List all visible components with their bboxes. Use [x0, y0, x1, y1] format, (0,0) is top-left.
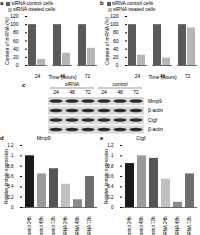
- svg-text:72: 72: [85, 73, 91, 79]
- svg-text:72: 72: [85, 89, 91, 95]
- svg-text:siRNA 72h: siRNA 72h: [187, 216, 192, 235]
- svg-text:72: 72: [133, 89, 139, 95]
- svg-text:Relative protein expression: Relative protein expression: [4, 149, 9, 204]
- svg-text:0.4: 0.4: [107, 184, 114, 190]
- svg-text:48: 48: [117, 89, 123, 95]
- svg-text:0: 0: [116, 62, 119, 68]
- svg-text:β-actin: β-actin: [148, 107, 163, 113]
- svg-text:Content of mRNA (%): Content of mRNA (%): [4, 17, 10, 65]
- svg-text:control 24h: control 24h: [127, 216, 132, 235]
- svg-text:40: 40: [113, 46, 119, 52]
- svg-text:0.2: 0.2: [107, 194, 114, 200]
- svg-text:control 72h: control 72h: [51, 216, 56, 235]
- svg-text:Mmp9: Mmp9: [148, 98, 162, 104]
- svg-text:0: 0: [11, 205, 14, 210]
- svg-text:0: 0: [16, 62, 19, 68]
- svg-text:72: 72: [185, 73, 191, 79]
- svg-text:24: 24: [35, 73, 41, 79]
- svg-text:0.8: 0.8: [107, 163, 114, 169]
- svg-text:0.8: 0.8: [7, 163, 14, 169]
- svg-text:siRNA 24h: siRNA 24h: [163, 216, 168, 235]
- html-text:siRNA control cells: siRNA control cells: [11, 0, 53, 6]
- svg-text:60: 60: [113, 38, 119, 44]
- svg-text:1.2: 1.2: [107, 143, 114, 148]
- svg-text:0.4: 0.4: [7, 184, 14, 190]
- svg-text:24: 24: [53, 89, 59, 95]
- svg-text:1: 1: [111, 153, 114, 158]
- svg-text:control 48h: control 48h: [39, 216, 44, 235]
- svg-text:control: control: [112, 81, 127, 87]
- svg-text:β-actin: β-actin: [148, 126, 163, 132]
- svg-text:60: 60: [13, 38, 19, 44]
- html-text:siRNA treated cells: siRNA treated cells: [13, 6, 56, 12]
- svg-text:1.2: 1.2: [7, 143, 14, 148]
- svg-text:40: 40: [13, 46, 19, 52]
- svg-text:1: 1: [11, 153, 14, 158]
- svg-text:c: c: [22, 82, 26, 88]
- html-text:a: a: [0, 0, 4, 6]
- svg-text:siRNA: siRNA: [65, 81, 80, 87]
- html-text:Ctgf: Ctgf: [136, 135, 146, 141]
- svg-text:control 72h: control 72h: [151, 216, 156, 235]
- svg-text:0: 0: [111, 205, 114, 210]
- svg-text:control 24h: control 24h: [27, 216, 32, 235]
- svg-text:0.6: 0.6: [107, 173, 114, 179]
- svg-text:Content of mRNA (%): Content of mRNA (%): [104, 17, 110, 65]
- svg-text:siRNA 48h: siRNA 48h: [75, 216, 80, 235]
- svg-text:siRNA 72h: siRNA 72h: [87, 216, 92, 235]
- svg-text:siRNA 48h: siRNA 48h: [175, 216, 180, 235]
- svg-text:control 48h: control 48h: [139, 216, 144, 235]
- svg-text:120: 120: [110, 13, 119, 19]
- svg-text:20: 20: [113, 54, 119, 60]
- svg-text:120: 120: [10, 13, 19, 19]
- html-text:b: b: [100, 0, 104, 6]
- svg-text:Relative protein expression: Relative protein expression: [104, 149, 109, 204]
- html-text:e: e: [100, 135, 104, 141]
- svg-text:24: 24: [135, 73, 141, 79]
- svg-text:100: 100: [10, 21, 19, 27]
- svg-text:Time (hours): Time (hours): [48, 74, 76, 80]
- svg-text:100: 100: [110, 21, 119, 27]
- svg-text:80: 80: [113, 29, 119, 35]
- html-text:siRNA treated cells: siRNA treated cells: [113, 6, 156, 12]
- svg-text:48: 48: [69, 89, 75, 95]
- html-text:d: d: [0, 135, 4, 141]
- html-text:Mmp9: Mmp9: [36, 135, 51, 141]
- svg-text:20: 20: [13, 54, 19, 60]
- svg-text:0.2: 0.2: [7, 194, 14, 200]
- svg-text:80: 80: [13, 29, 19, 35]
- svg-text:Ctgf: Ctgf: [148, 117, 158, 123]
- svg-text:siRNA 24h: siRNA 24h: [63, 216, 68, 235]
- svg-text:0.6: 0.6: [7, 173, 14, 179]
- svg-text:Time (hours): Time (hours): [148, 74, 176, 80]
- svg-text:24: 24: [101, 89, 107, 95]
- html-text:siRNA control cells: siRNA control cells: [111, 0, 154, 6]
